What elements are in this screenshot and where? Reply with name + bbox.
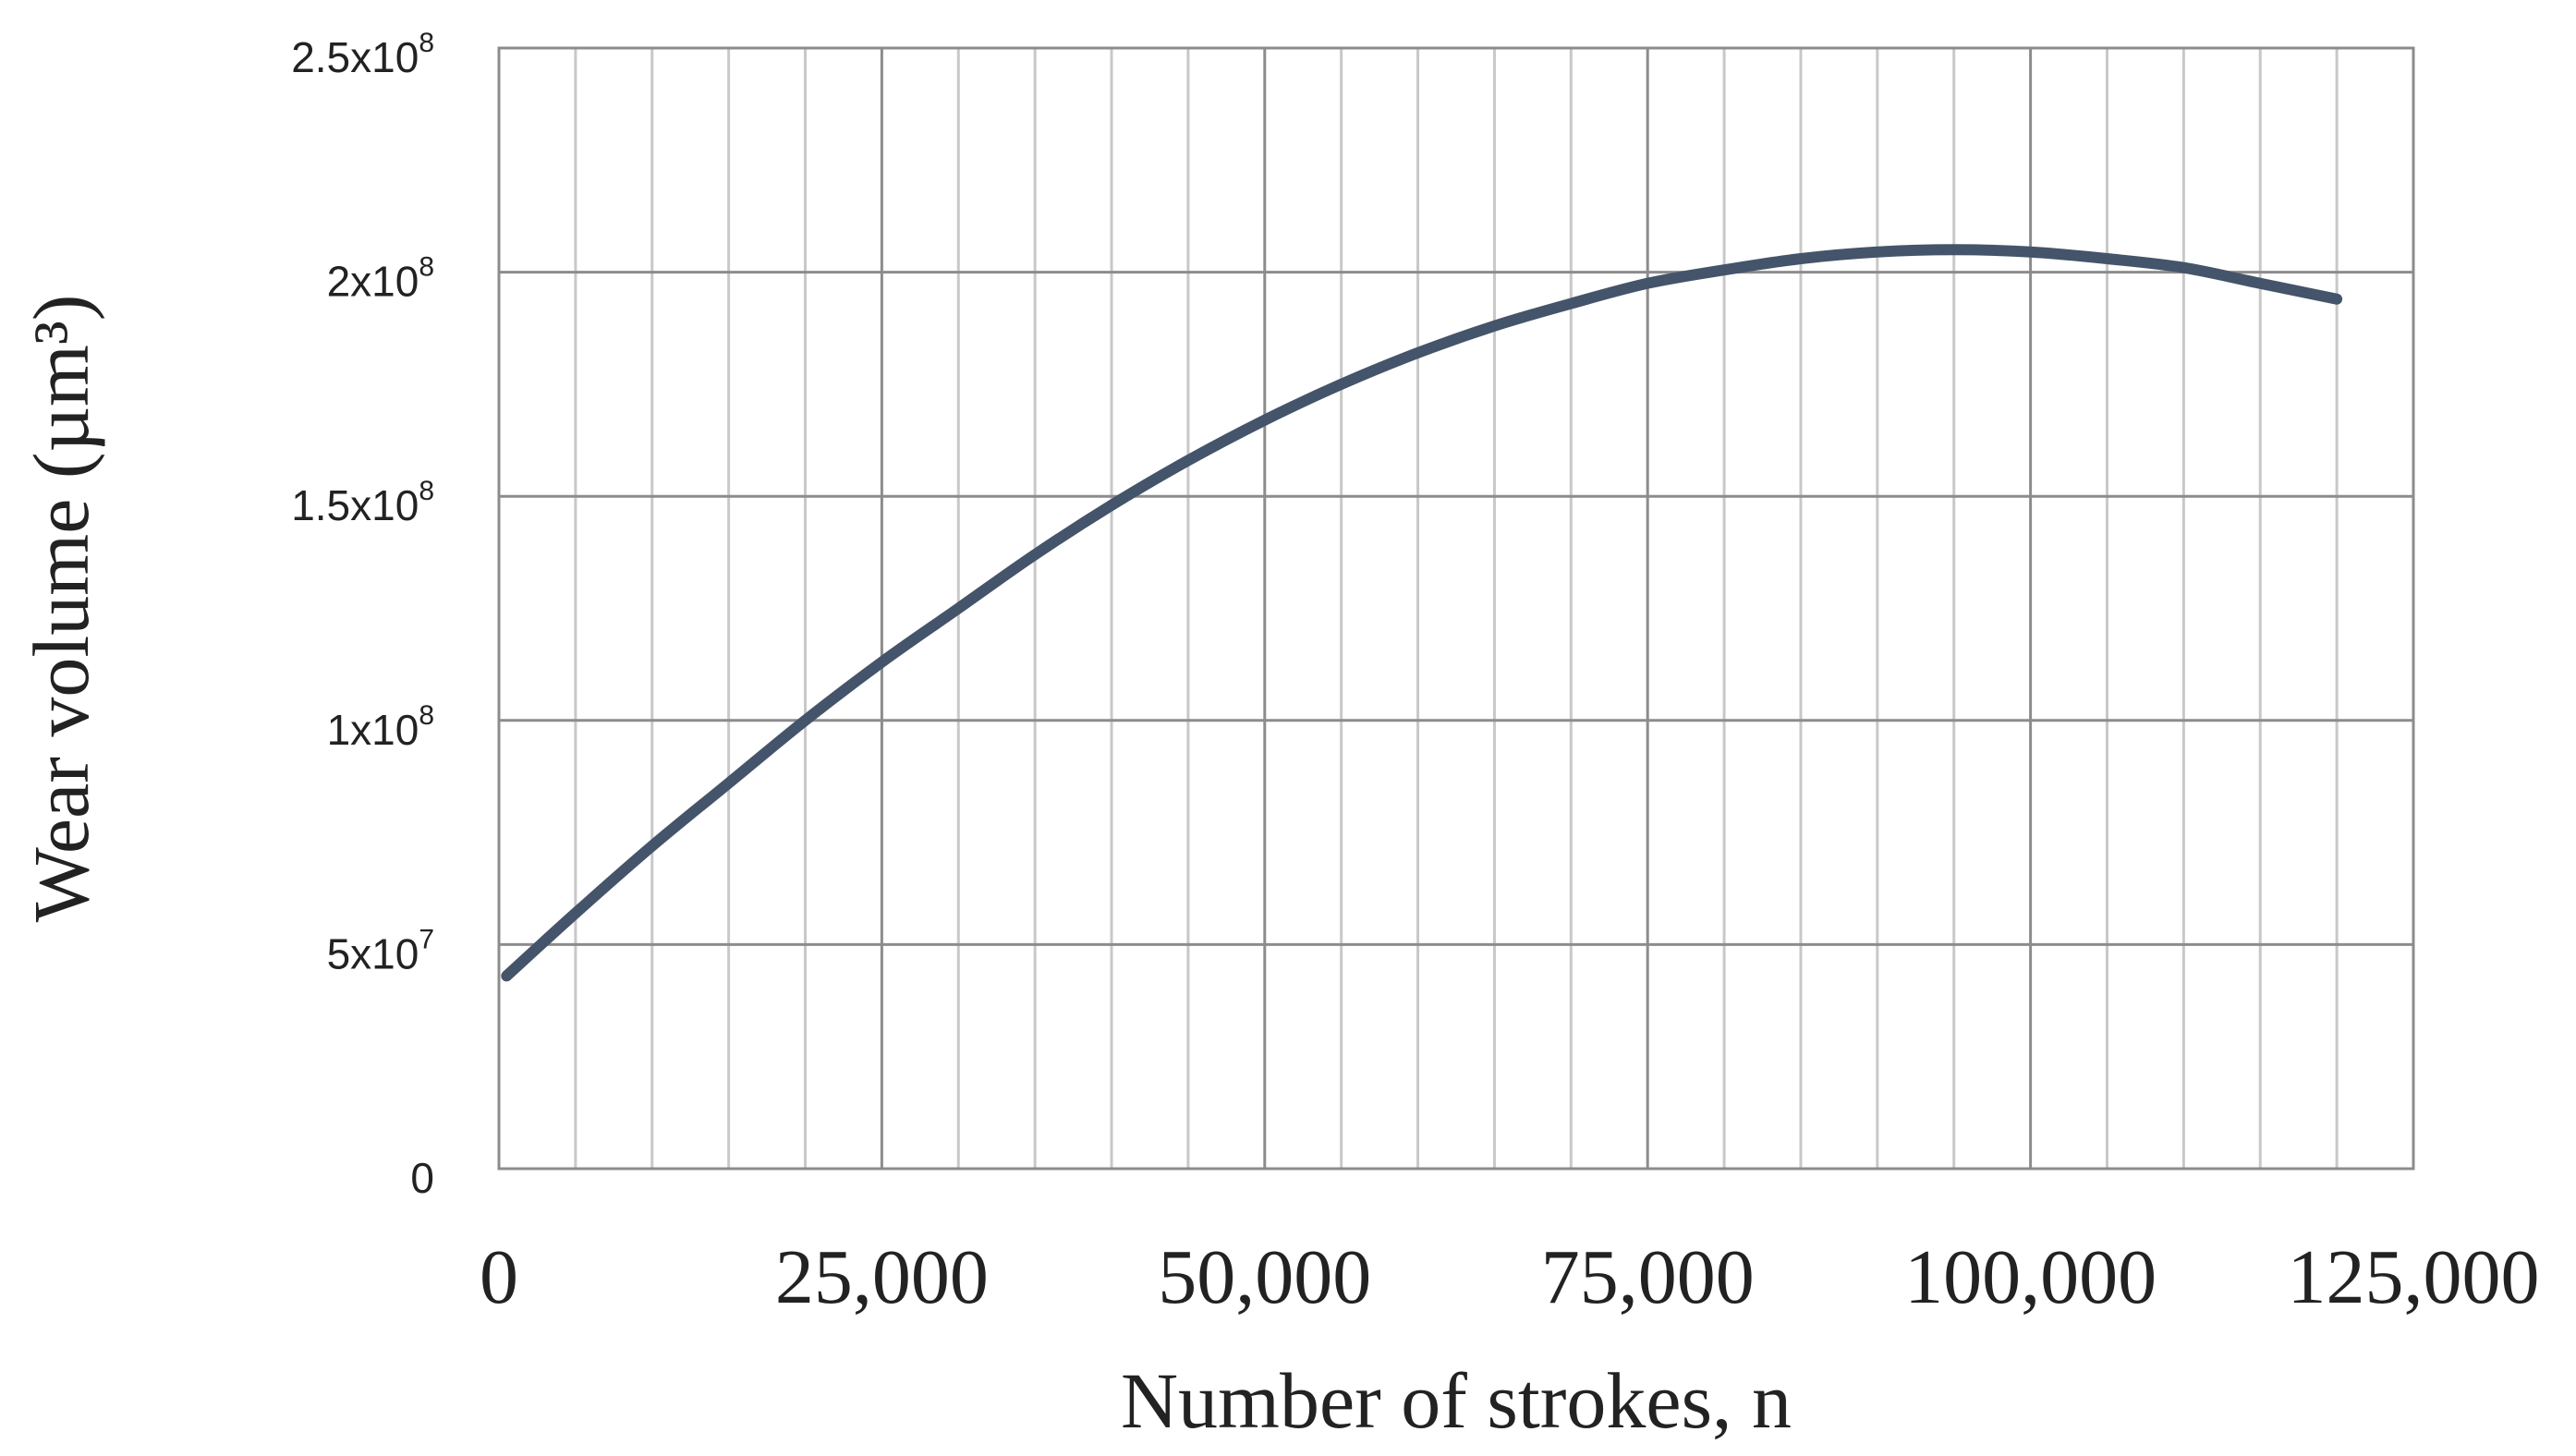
y-tick-label: 5x107 [327, 924, 434, 977]
y-tick-label: 1.5x108 [291, 476, 434, 529]
y-tick-label: 1x108 [327, 700, 434, 754]
x-axis-title: Number of strokes, n [1121, 1356, 1792, 1445]
y-tick-labels: 0 5x107 1x108 1.5x108 2x108 2.5x108 [291, 28, 434, 1202]
x-tick-label: 0 [480, 1234, 518, 1320]
minor-gridlines [574, 48, 2339, 1169]
y-tick-label: 0 [410, 1154, 434, 1202]
y-tick-label: 2x108 [327, 252, 434, 306]
major-gridlines [499, 48, 2413, 1169]
x-tick-label: 125,000 [2288, 1234, 2540, 1320]
y-axis-title: Wear volume (µm³) [17, 295, 105, 923]
x-tick-label: 75,000 [1541, 1234, 1755, 1320]
x-tick-labels: 0 25,000 50,000 75,000 100,000 125,000 [480, 1234, 2540, 1320]
series-layer [501, 244, 2343, 982]
x-tick-label: 25,000 [775, 1234, 989, 1320]
y-tick-label: 2.5x108 [291, 28, 434, 81]
x-tick-label: 50,000 [1158, 1234, 1371, 1320]
x-tick-label: 100,000 [1904, 1234, 2157, 1320]
series-line-0 [501, 244, 2343, 982]
plot-area-frame [497, 46, 2415, 1171]
